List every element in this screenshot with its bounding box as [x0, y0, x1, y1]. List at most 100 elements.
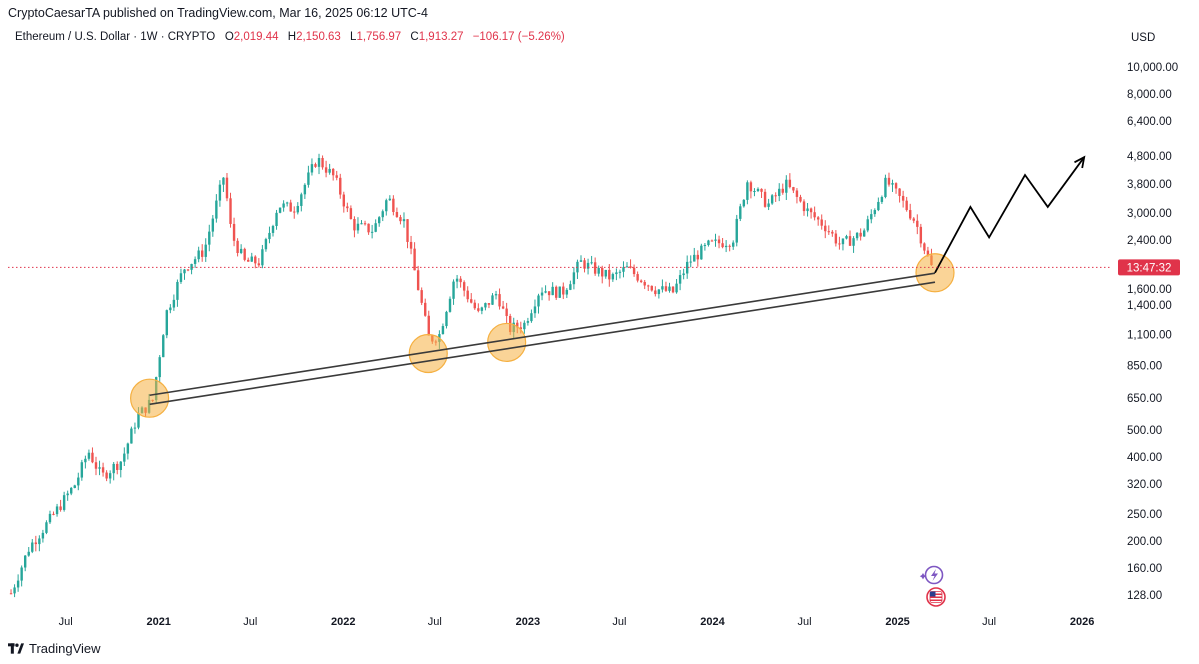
- candle: [119, 461, 122, 478]
- candle: [158, 355, 161, 383]
- candle: [317, 153, 321, 175]
- candle: [321, 155, 324, 170]
- candle: [671, 286, 675, 294]
- candle: [123, 447, 126, 467]
- last-price-line: 13:47:32: [8, 259, 1180, 276]
- tradingview-brand[interactable]: TradingView: [8, 641, 101, 656]
- candle: [707, 239, 710, 247]
- candle: [494, 290, 498, 300]
- x-tick-label: Jul: [797, 616, 811, 628]
- candle: [285, 201, 289, 207]
- candle: [813, 206, 816, 221]
- candle: [55, 503, 59, 517]
- candle: [239, 244, 243, 255]
- candle: [80, 459, 84, 481]
- candle: [342, 191, 346, 213]
- y-tick-label: 200.00: [1127, 536, 1162, 548]
- candle: [413, 242, 416, 271]
- candle: [919, 223, 923, 248]
- candle: [526, 317, 530, 326]
- projection-line[interactable]: [934, 156, 1085, 274]
- candle: [179, 268, 183, 284]
- candle: [112, 462, 115, 481]
- candle: [774, 192, 777, 202]
- candle: [101, 462, 105, 477]
- candle: [77, 472, 80, 491]
- brand-label: TradingView: [29, 641, 101, 656]
- candle: [533, 299, 537, 318]
- x-tick-label: 2026: [1070, 616, 1094, 628]
- candle: [250, 252, 253, 262]
- candle: [629, 259, 632, 269]
- y-tick-label: 10,000.00: [1127, 62, 1178, 74]
- candle: [572, 267, 576, 290]
- candle: [105, 470, 108, 482]
- candle: [38, 535, 41, 552]
- candle: [116, 461, 119, 475]
- candle: [31, 539, 34, 554]
- candle: [9, 589, 13, 595]
- candle: [45, 520, 48, 535]
- candle: [183, 268, 186, 280]
- candle: [866, 215, 869, 233]
- candle: [381, 209, 384, 222]
- y-tick-label: 160.00: [1127, 563, 1162, 575]
- candle: [310, 158, 314, 176]
- candle: [197, 246, 200, 263]
- candle: [16, 574, 20, 592]
- candle: [862, 228, 866, 237]
- candle: [682, 268, 685, 280]
- candle: [200, 244, 204, 262]
- candle: [636, 271, 639, 283]
- candle: [395, 207, 399, 218]
- us-flag-icon[interactable]: [926, 587, 946, 607]
- highlight-circles: [130, 253, 955, 418]
- candle: [409, 235, 413, 255]
- candle: [693, 247, 696, 262]
- candle: [816, 215, 820, 226]
- event-icons: [919, 565, 946, 607]
- candle: [243, 247, 246, 262]
- candle: [363, 220, 367, 226]
- candle: [632, 264, 636, 277]
- candle: [335, 170, 338, 181]
- candle: [87, 449, 91, 461]
- candle: [236, 238, 239, 257]
- candle: [388, 195, 392, 201]
- trendline[interactable]: [149, 281, 936, 406]
- candle: [41, 529, 45, 543]
- candle: [261, 244, 264, 269]
- candle: [597, 265, 600, 277]
- candle: [625, 262, 629, 268]
- symbol-label[interactable]: Ethereum / U.S. Dollar · 1W · CRYPTO: [15, 31, 216, 43]
- candle: [916, 214, 919, 235]
- candle: [278, 207, 282, 214]
- currency-label[interactable]: USD: [1131, 32, 1156, 44]
- candle: [257, 258, 261, 268]
- candle: [84, 455, 87, 469]
- candle: [282, 200, 285, 212]
- candle: [416, 265, 420, 291]
- candle: [331, 167, 335, 181]
- candle: [356, 217, 360, 234]
- candle: [491, 293, 494, 305]
- flash-event-icon[interactable]: [919, 565, 944, 585]
- trendline[interactable]: [149, 272, 936, 397]
- tradingview-logo-icon: [8, 643, 24, 654]
- high-value: 2,150.63: [296, 31, 341, 43]
- candle: [870, 209, 873, 224]
- projection-arrowhead: [1074, 155, 1086, 169]
- candle: [126, 442, 130, 460]
- candle: [852, 236, 855, 253]
- candle: [466, 286, 469, 303]
- candle: [215, 194, 218, 223]
- candle: [576, 259, 579, 279]
- candle: [370, 224, 374, 239]
- y-tick-label: 3,000.00: [1127, 208, 1172, 220]
- candle: [756, 187, 760, 193]
- candle: [52, 511, 55, 516]
- x-tick-label: Jul: [428, 616, 442, 628]
- candle: [760, 188, 763, 198]
- candle: [367, 223, 370, 235]
